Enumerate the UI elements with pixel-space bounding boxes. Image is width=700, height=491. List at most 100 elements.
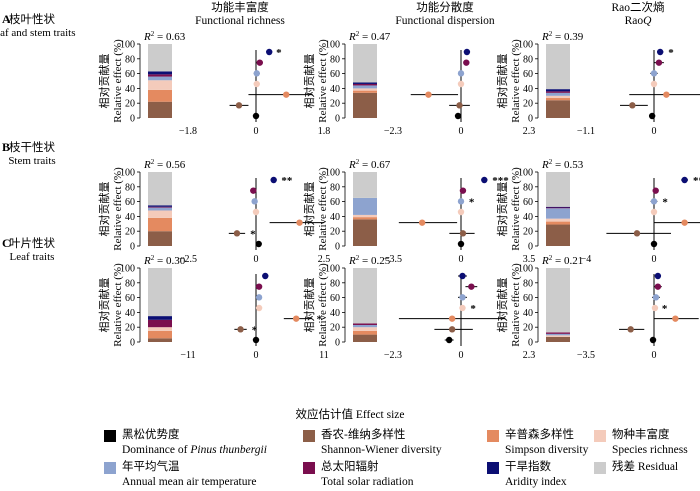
- bar-segment-richness: [353, 88, 377, 91]
- y-tick-label: 100: [518, 168, 533, 179]
- y-tick-label: 20: [330, 227, 340, 238]
- point-simpson: [283, 91, 290, 98]
- y-tick-label: 60: [523, 69, 533, 80]
- y-axis-title-zh: 相对贡献量: [97, 54, 111, 109]
- bar-segment-temperature: [353, 197, 377, 215]
- legend: 黑松优势度 Dominance of Pinus thunbergii 香农-维纳多…: [0, 428, 700, 491]
- bar-segment-aridity: [546, 206, 570, 208]
- x-tick-label: −1.1: [577, 126, 595, 137]
- bar-segment-shannon: [148, 231, 172, 246]
- point-shannon: [233, 230, 241, 237]
- point-simpson: [425, 91, 432, 98]
- legend-item-aridity: 干旱指数 Aridity index: [487, 460, 567, 490]
- point-shannon: [456, 102, 463, 109]
- bar-segment-richness: [353, 214, 377, 218]
- point-simpson: [448, 315, 456, 322]
- y-axis-title-en: Relative effect (%): [510, 167, 522, 251]
- x-tick-label: 2.3: [523, 126, 536, 137]
- point-radiation: [459, 187, 467, 194]
- bar-segment-radiation: [546, 332, 570, 334]
- legend-label-en: Species richness: [612, 444, 688, 456]
- bar-segment-shannon: [353, 219, 377, 246]
- x-tick-label: 0: [459, 254, 464, 265]
- sig-mark: *: [469, 196, 475, 208]
- y-tick-label: 20: [330, 99, 340, 110]
- column-title-en: RaoQ: [625, 15, 653, 27]
- x-tick-label: 2.3: [523, 350, 536, 361]
- row-letter: B: [2, 140, 10, 154]
- point-aridity: [270, 176, 277, 184]
- y-tick-label: 60: [125, 69, 135, 80]
- legend-label-zh: 物种丰富度: [612, 429, 670, 441]
- bar-segment-richness: [546, 95, 570, 99]
- point-dominance: [255, 240, 262, 248]
- y-tick-label: 100: [120, 168, 135, 179]
- legend-item-residual: 残差 Residual: [594, 460, 678, 475]
- point-radiation: [250, 187, 257, 194]
- y-tick-label: 60: [330, 69, 340, 80]
- point-radiation: [463, 59, 470, 66]
- bar-segment-aridity: [546, 89, 570, 92]
- legend-swatch: [104, 430, 116, 442]
- legend-label: 干旱指数 Aridity index: [505, 460, 567, 490]
- y-tick-label: 40: [125, 212, 135, 223]
- bar-segment-temperature: [353, 85, 377, 89]
- bar-segment-temperature: [546, 92, 570, 96]
- point-aridity: [656, 48, 664, 56]
- bar-segment-residual: [148, 268, 172, 317]
- legend-label: 辛普森多样性 Simpson diversity: [505, 428, 588, 458]
- bar-segment-simpson: [353, 330, 377, 335]
- point-dominance: [252, 112, 260, 120]
- y-tick-label: 20: [523, 323, 533, 334]
- point-temperature: [253, 70, 260, 77]
- point-temperature: [459, 294, 466, 301]
- point-richness: [253, 80, 260, 88]
- y-tick-label: 80: [523, 54, 533, 65]
- legend-label-zh: 辛普森多样性: [505, 429, 574, 441]
- y-axis-title-en: Relative effect (%): [510, 39, 522, 123]
- point-temperature: [652, 294, 660, 301]
- r2-label: R2 = 0.56: [143, 158, 186, 171]
- r2-label: R2 = 0.63: [143, 30, 186, 43]
- panel-C-3: 0 20 40 60 80 100 相对贡献量 Relative effect (%) R2 =…: [495, 254, 699, 361]
- bar-segment-aridity: [353, 82, 377, 84]
- bar-segment-richness: [148, 327, 172, 331]
- y-axis-title-zh: 相对贡献量: [302, 54, 316, 109]
- sig-mark: *: [250, 228, 256, 240]
- legend-item-radiation: 总太阳辐射 Total solar radiation: [303, 460, 413, 490]
- bar-segment-residual: [353, 172, 377, 198]
- point-aridity: [266, 48, 273, 56]
- point-richness: [252, 208, 260, 216]
- bar-segment-residual: [546, 268, 570, 333]
- y-tick-label: 40: [523, 84, 533, 95]
- point-temperature: [255, 294, 263, 301]
- y-axis-title-zh: 相对贡献量: [302, 278, 316, 333]
- legend-label-en: Total solar radiation: [321, 476, 414, 488]
- x-tick-label: 2.5: [318, 254, 331, 265]
- legend-label: 物种丰富度 Species richness: [612, 428, 688, 458]
- y-tick-label: 20: [330, 323, 340, 334]
- bar-segment-simpson: [353, 217, 377, 220]
- x-tick-label: −4: [581, 254, 592, 265]
- legend-label-en: Dominance of Pinus thunbergii: [122, 444, 267, 456]
- bar-segment-simpson: [546, 98, 570, 101]
- row-title-en: Leaf traits: [10, 251, 55, 263]
- y-axis-title-en: Relative effect (%): [112, 39, 124, 123]
- sig-mark: *: [668, 47, 674, 59]
- x-tick-label: 0: [652, 254, 657, 265]
- point-shannon: [448, 326, 456, 333]
- y-tick-label: 60: [330, 197, 340, 208]
- x-tick-label: 0: [254, 350, 259, 361]
- legend-label-zh: 总太阳辐射: [321, 461, 379, 473]
- point-richness: [650, 80, 658, 88]
- point-temperature: [457, 70, 465, 77]
- legend-swatch: [487, 430, 499, 442]
- y-tick-label: 40: [330, 308, 340, 319]
- point-shannon: [629, 102, 636, 109]
- bar-segment-shannon: [546, 336, 570, 342]
- y-tick-label: 40: [125, 308, 135, 319]
- column-title-en: Functional dispersion: [395, 15, 495, 27]
